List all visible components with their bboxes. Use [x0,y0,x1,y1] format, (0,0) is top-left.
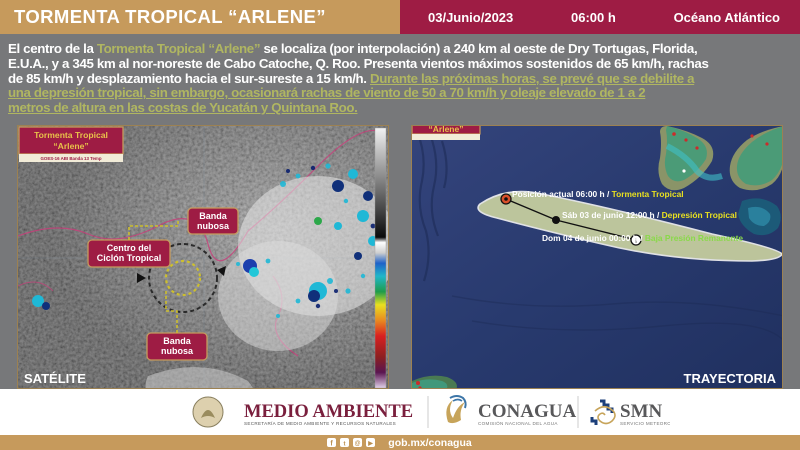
svg-text:Ciclón Tropical: Ciclón Tropical [97,253,162,263]
svg-text:MEDIO AMBIENTE: MEDIO AMBIENTE [244,402,413,422]
svg-text:CONAGUA: CONAGUA [478,401,576,422]
svg-text:COMISIÓN NACIONAL DEL AGUA: COMISIÓN NACIONAL DEL AGUA [478,420,558,426]
svg-text:Posición actual 06:00 h / Torm: Posición actual 06:00 h / Tormenta Tropi… [512,189,684,199]
svg-text:Banda: Banda [163,336,192,346]
svg-text:Tormenta Tropical: Tormenta Tropical [34,130,108,140]
svg-text:Sáb 03 de junio 12:00 h / Depr: Sáb 03 de junio 12:00 h / Depresión Trop… [562,210,737,220]
svg-text:GOES-16 ABI Banda 13 Temp: GOES-16 ABI Banda 13 Temp [41,156,102,161]
svg-text:“Arlene”: “Arlene” [429,126,464,134]
svg-text:Centro del: Centro del [107,243,152,253]
svg-text:gob.mx/conagua: gob.mx/conagua [388,437,472,449]
svg-text:SERVICIO METEOROLÓGICO NACIONA: SERVICIO METEOROLÓGICO NACIONAL [620,420,670,426]
svg-text:Dom 04 de junio 00:00 h / Baja: Dom 04 de junio 00:00 h / Baja Presión R… [542,233,743,243]
svg-text:Banda: Banda [199,211,228,221]
svg-text:▶: ▶ [367,440,373,447]
svg-text:nubosa: nubosa [197,221,230,231]
svg-text:“Arlene”: “Arlene” [53,141,88,151]
svg-text:SECRETARÍA DE MEDIO AMBIENTE Y: SECRETARÍA DE MEDIO AMBIENTE Y RECURSOS … [244,420,396,426]
svg-text:@: @ [355,441,361,447]
svg-text:nubosa: nubosa [161,346,194,356]
svg-text:SMN: SMN [620,401,663,422]
svg-text:t: t [344,442,346,448]
